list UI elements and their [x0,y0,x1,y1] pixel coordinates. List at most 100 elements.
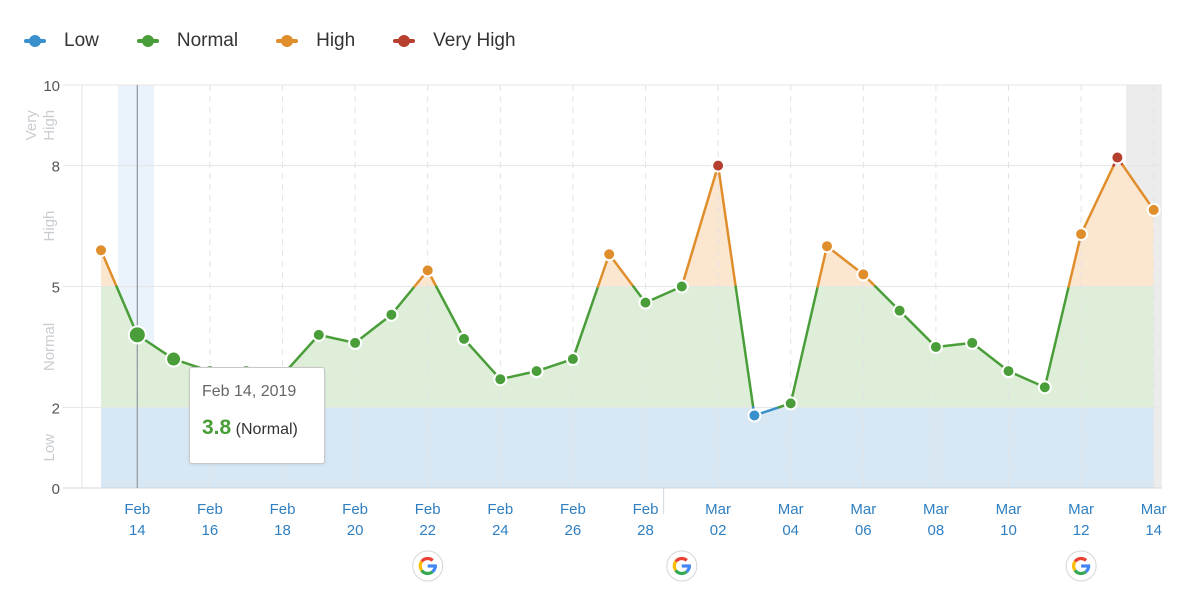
x-tick-day-feb-28: 28 [637,522,654,539]
band-label-very-high-1: High [41,110,58,141]
x-tick-day-feb-16: 16 [202,522,219,539]
band-label-high: High [41,211,58,242]
legend-item-low[interactable]: Low [24,30,99,52]
legend-swatch-low [24,35,46,47]
google-icon-arc [418,556,437,576]
data-point-feb-26 [565,352,580,367]
data-point-feb-21 [384,307,399,322]
x-tick-month-mar-04: Mar [778,501,804,518]
data-point-feb-13 [94,243,108,258]
google-icon-bar [427,564,437,568]
legend-swatch-high [276,35,299,47]
y-tick-label-5: 5 [52,280,60,297]
data-point-mar-01 [674,279,689,294]
google-icon-arc [672,556,691,576]
band-label-very-high-0: Very [23,110,40,141]
x-tick-month-feb-14: Feb [124,501,150,518]
google-icon-arc [1071,556,1091,576]
google-icon-arc [672,556,691,576]
series-line-segment [462,337,502,381]
x-tick-day-mar-14: 14 [1145,522,1162,539]
google-icon-arc [1071,556,1091,576]
tooltip-value: 3.8 [202,416,232,439]
x-tick-day-mar-02: 02 [710,522,727,539]
google-icon-arc [418,556,437,576]
data-point-feb-25 [529,364,544,379]
legend-label-very-high: Very High [433,30,516,51]
x-tick-day-mar-04: 04 [782,522,799,539]
data-point-feb-19 [311,327,326,342]
data-point-mar-06 [856,267,871,282]
data-point-mar-09 [965,335,980,350]
chart-tooltip: Feb 14, 2019 3.8 (Normal) [189,367,325,464]
data-point-feb-28 [638,295,653,310]
legend-label-low: Low [64,30,99,51]
data-point-feb-24 [493,372,508,387]
x-tick-month-mar-12: Mar [1068,501,1094,518]
x-tick-month-mar-08: Mar [923,501,949,518]
series-line-segment [898,309,938,349]
x-tick-day-feb-26: 26 [565,522,582,539]
band-fill-high [101,165,1154,287]
google-icon-bar [1081,564,1091,568]
legend-swatch-normal [136,35,159,47]
data-point-feb-14 [127,325,147,345]
x-tick-day-feb-20: 20 [347,522,364,539]
tooltip-value-line: 3.8 (Normal) [202,416,312,440]
tooltip-date: Feb 14, 2019 [202,383,297,400]
data-point-mar-04 [783,396,798,411]
x-tick-month-feb-24: Feb [487,501,513,518]
series-line-segment [1043,285,1070,389]
data-point-mar-05 [820,239,834,254]
x-tick-day-feb-22: 22 [419,522,436,539]
series-line-segment [434,285,466,341]
legend-item-high[interactable]: High [276,30,355,52]
data-point-feb-27 [602,247,617,262]
data-point-feb-23 [457,331,471,346]
legend-item-normal[interactable]: Normal [136,30,238,52]
y-tick-label-2: 2 [52,400,60,417]
google-icon-arc [1071,556,1091,576]
data-point-mar-13 [1110,150,1125,165]
band-label-normal: Normal [41,323,58,371]
legend-item-very-high[interactable]: Very High [393,30,516,52]
data-point-mar-03 [747,408,762,423]
data-point-mar-07 [892,303,907,318]
x-tick-month-feb-28: Feb [633,501,659,518]
series-line-segment [1121,164,1155,212]
series-line-segment [970,341,1010,373]
google-icon-bar [681,564,691,568]
x-tick-day-feb-18: 18 [274,522,291,539]
tooltip-category: (Normal) [235,421,298,438]
legend-label-high: High [316,30,356,51]
data-point-mar-10 [1001,364,1016,379]
series-line-segment [353,313,393,345]
x-tick-month-feb-18: Feb [270,501,296,518]
google-update-icon [666,550,698,582]
series-line-segment [1079,164,1115,236]
legend-swatch-very-high [393,35,416,47]
series-line-segment [680,164,720,288]
google-icon-arc [418,556,437,576]
x-tick-month-feb-26: Feb [560,501,586,518]
x-tick-month-mar-06: Mar [850,501,876,518]
x-tick-day-mar-08: 08 [928,522,945,539]
band-label-low: Low [41,434,58,462]
x-tick-day-mar-10: 10 [1000,522,1017,539]
google-icon-arc [672,556,691,576]
data-point-feb-20 [348,335,363,350]
series-line-segment [825,244,865,276]
data-point-feb-22 [420,263,435,278]
data-point-mar-12 [1074,227,1089,242]
google-update-icon [1065,550,1097,582]
series-line-segment [789,285,819,405]
x-tick-month-feb-20: Feb [342,501,368,518]
x-tick-month-feb-22: Feb [415,501,441,518]
data-point-mar-08 [928,339,943,354]
x-tick-month-mar-02: Mar [705,501,731,518]
series-line-segment [716,164,737,288]
x-tick-day-mar-06: 06 [855,522,872,539]
chart-legend: Low Normal High Very High [24,28,554,54]
data-point-mar-11 [1037,380,1052,395]
